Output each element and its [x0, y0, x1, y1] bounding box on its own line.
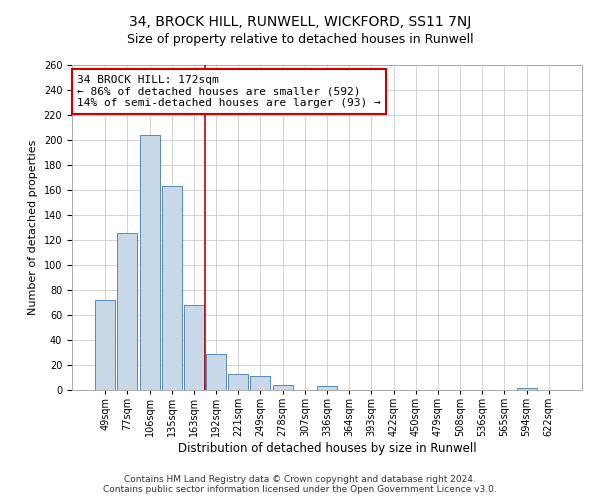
- Text: 34, BROCK HILL, RUNWELL, WICKFORD, SS11 7NJ: 34, BROCK HILL, RUNWELL, WICKFORD, SS11 …: [129, 15, 471, 29]
- Bar: [95, 300, 115, 390]
- Bar: [118, 232, 137, 390]
- Bar: [162, 186, 182, 390]
- Text: Size of property relative to detached houses in Runwell: Size of property relative to detached ho…: [127, 32, 473, 46]
- Y-axis label: Number of detached properties: Number of detached properties: [28, 140, 38, 315]
- Bar: [317, 386, 337, 390]
- Text: 34 BROCK HILL: 172sqm
← 86% of detached houses are smaller (592)
14% of semi-det: 34 BROCK HILL: 172sqm ← 86% of detached …: [77, 74, 381, 108]
- Bar: [250, 376, 271, 390]
- X-axis label: Distribution of detached houses by size in Runwell: Distribution of detached houses by size …: [178, 442, 476, 455]
- Bar: [228, 374, 248, 390]
- Bar: [140, 135, 160, 390]
- Bar: [184, 305, 204, 390]
- Bar: [517, 388, 536, 390]
- Text: Contains HM Land Registry data © Crown copyright and database right 2024.
Contai: Contains HM Land Registry data © Crown c…: [103, 474, 497, 494]
- Bar: [206, 354, 226, 390]
- Bar: [272, 385, 293, 390]
